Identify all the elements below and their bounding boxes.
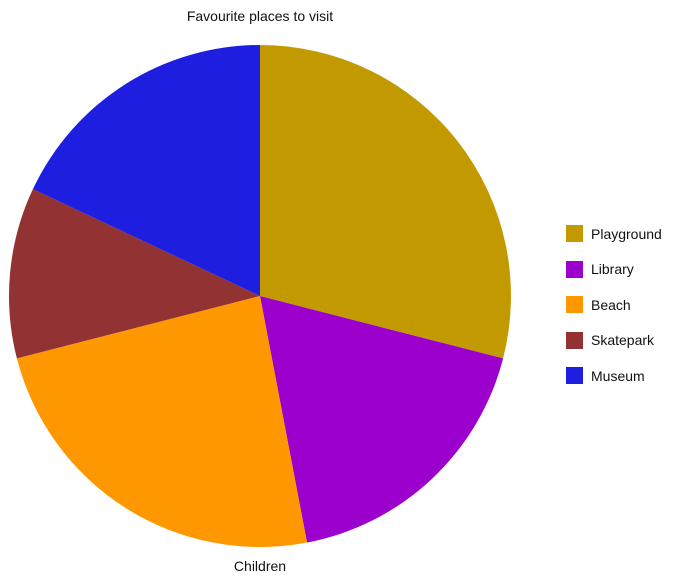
legend-item-library: Library [566, 252, 678, 288]
legend-label-skatepark: Skatepark [591, 332, 655, 349]
chart-title: Favourite places to visit [186, 8, 334, 24]
legend: Playground Library Beach Skatepark Museu… [566, 216, 678, 394]
legend-item-beach: Beach [566, 287, 678, 323]
legend-swatch-playground [566, 225, 583, 243]
legend-item-museum: Museum [566, 358, 678, 394]
x-axis-label: Children [233, 558, 287, 574]
legend-label-museum: Museum [591, 367, 645, 384]
legend-swatch-beach [566, 296, 583, 314]
legend-label-beach: Beach [591, 296, 631, 313]
legend-item-skatepark: Skatepark [566, 323, 678, 359]
legend-item-playground: Playground [566, 216, 678, 252]
pie-slice-beach [16, 296, 308, 547]
legend-label-library: Library [591, 261, 634, 278]
pie-slice-skatepark [8, 189, 261, 359]
pie-slice-playground [260, 45, 511, 359]
legend-swatch-museum [566, 367, 583, 385]
legend-label-playground: Playground [591, 225, 662, 242]
legend-swatch-library [566, 260, 583, 278]
pie-slice-museum [32, 45, 260, 296]
pie-slice-library [260, 296, 504, 543]
legend-swatch-skatepark [566, 331, 583, 349]
